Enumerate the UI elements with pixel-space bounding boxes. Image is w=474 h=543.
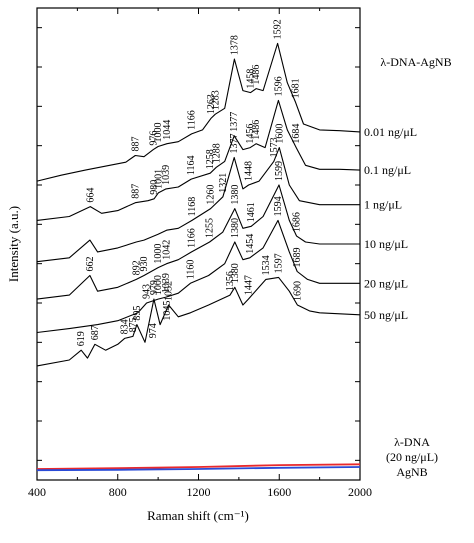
peak-label: 662: [85, 257, 96, 272]
peak-label: 1260: [206, 185, 217, 205]
peak-label: 892: [131, 260, 142, 275]
spectrum-line-3: [36, 184, 360, 300]
peak-label: 1378: [229, 35, 240, 55]
peak-label: 895: [132, 306, 143, 321]
peak-label: 1599: [274, 161, 285, 181]
peak-label: 875: [128, 317, 139, 332]
spectrum-line-2: [36, 147, 360, 263]
peak-label: 1456: [245, 124, 256, 144]
x-tick-label: 1200: [187, 485, 211, 499]
peak-label: 1454: [245, 234, 256, 254]
peak-label: 1681: [291, 78, 302, 98]
peak-label: 1168: [187, 197, 198, 217]
peak-label: 1044: [162, 120, 173, 140]
series-label-5: 50 ng/μL: [364, 308, 408, 322]
series-label-1: 0.1 ng/μL: [364, 163, 411, 177]
peak-label: 1283: [210, 90, 221, 110]
peak-label: 1045: [162, 301, 173, 321]
legend-title: λ-DNA-AgNB: [380, 55, 451, 69]
peak-label: 1684: [291, 124, 302, 144]
peak-label: 1592: [273, 19, 284, 39]
peak-label: 1486: [251, 65, 262, 85]
peak-label: 1258: [205, 149, 216, 169]
peak-label: 1160: [185, 260, 196, 280]
peak-label: 1377: [229, 112, 240, 132]
peak-label: 930: [139, 257, 150, 272]
x-axis-ticks: 400 800 1200 1600 2000: [28, 8, 372, 499]
peak-label: 1321: [218, 173, 229, 193]
peak-label: 1288: [211, 143, 222, 163]
y-axis-label: Intensity (a.u.): [6, 206, 21, 282]
peak-label: 1255: [205, 218, 216, 238]
peak-label: 1447: [243, 275, 254, 295]
peak-label: 1039: [161, 273, 172, 293]
peak-label: 1380: [230, 263, 241, 283]
x-tick-label: 1600: [267, 485, 291, 499]
series-label-4: 20 ng/μL: [364, 276, 408, 290]
peak-label: 1380: [230, 218, 241, 238]
peak-label: 1458: [246, 69, 257, 89]
peak-label: 887: [130, 137, 141, 152]
peak-label: 1166: [187, 228, 198, 248]
peak-label: 687: [90, 325, 101, 340]
peak-label: 619: [76, 331, 87, 346]
peak-label: 1377: [229, 134, 240, 154]
peak-label: 1448: [244, 161, 255, 181]
x-tick-label: 400: [28, 485, 46, 499]
x-tick-label: 800: [109, 485, 127, 499]
spectrum-line-7: [36, 466, 361, 472]
spectrum-line-4: [36, 219, 360, 334]
peak-label: 1596: [273, 76, 284, 96]
peak-label: 1534: [261, 255, 272, 275]
peak-label: 1597: [274, 253, 285, 273]
spectrum-line-5: [36, 276, 361, 367]
peak-label: 976: [148, 131, 159, 146]
peak-label: 1000: [153, 275, 164, 295]
peak-label: 1380: [230, 185, 241, 205]
peak-label: 834: [120, 319, 131, 334]
series-label-6-line2: (20 ng/μL): [386, 450, 438, 464]
peak-label: 1461: [246, 202, 257, 222]
spectra-lines: [36, 42, 361, 472]
peak-label: 1052: [164, 281, 175, 301]
spectrum-line-1: [36, 99, 361, 221]
series-label-2: 1 ng/μL: [364, 198, 402, 212]
series-label-7: AgNB: [396, 465, 427, 479]
peak-label: 980: [149, 180, 160, 195]
series-labels: 0.01 ng/μL 0.1 ng/μL 1 ng/μL 10 ng/μL 20 ng/…: [364, 125, 438, 479]
peak-label: 1689: [292, 248, 303, 268]
spectrum-line-0: [36, 42, 361, 182]
peak-label: 1263: [206, 94, 217, 114]
peak-label: 1686: [292, 212, 303, 232]
peak-label: 1594: [273, 196, 284, 216]
peak-label: 1000: [153, 244, 164, 264]
peak-label: 1356: [225, 271, 236, 291]
x-tick-label: 2000: [348, 485, 372, 499]
peak-label: 1166: [187, 110, 198, 130]
x-axis-label: Raman shift (cm⁻¹): [147, 508, 249, 523]
peak-label: 979: [149, 280, 160, 295]
peak-label: 887: [130, 184, 141, 199]
peak-label: 1042: [162, 240, 173, 260]
peak-label: 1486: [251, 120, 262, 140]
peak-label: 1690: [292, 281, 303, 301]
peak-label: 1600: [274, 124, 285, 144]
series-label-6: λ-DNA: [394, 435, 430, 449]
series-label-3: 10 ng/μL: [364, 237, 408, 251]
peak-label: 664: [85, 188, 96, 203]
peak-label: 1000: [153, 123, 164, 143]
peak-label: 974: [148, 323, 159, 338]
peak-label: 1039: [161, 165, 172, 185]
peak-label: 1164: [186, 155, 197, 175]
series-label-0: 0.01 ng/μL: [364, 125, 417, 139]
peak-label: 943: [142, 284, 153, 299]
peak-label: 1001: [153, 169, 164, 189]
peak-label: 1573: [269, 137, 280, 157]
spectrum-line-6: [36, 463, 361, 470]
y-axis-ticks: [37, 27, 360, 461]
